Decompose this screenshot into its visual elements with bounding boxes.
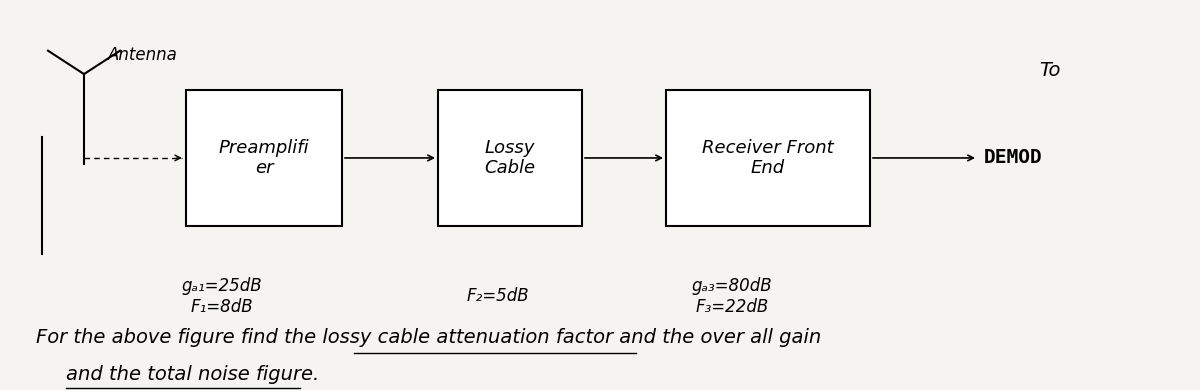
Text: F₂=5dB: F₂=5dB [467,287,529,305]
Text: Preamplifi
er: Preamplifi er [218,138,310,177]
Text: To: To [1039,61,1061,80]
Text: gₐ₁=25dB
F₁=8dB: gₐ₁=25dB F₁=8dB [181,277,263,316]
Text: and the total noise figure.: and the total noise figure. [66,365,319,384]
Text: DEMOD: DEMOD [984,149,1043,167]
Text: Antenna: Antenna [108,46,178,64]
Bar [438,90,582,226]
Text: For the above figure find the lossy cable attenuation factor and the over all ga: For the above figure find the lossy cabl… [36,328,821,347]
Text: gₐ₃=80dB
F₃=22dB: gₐ₃=80dB F₃=22dB [691,277,773,316]
Text: Lossy
Cable: Lossy Cable [485,138,535,177]
Text: Receiver Front
End: Receiver Front End [702,138,834,177]
Bar [666,90,870,226]
Bar [186,90,342,226]
